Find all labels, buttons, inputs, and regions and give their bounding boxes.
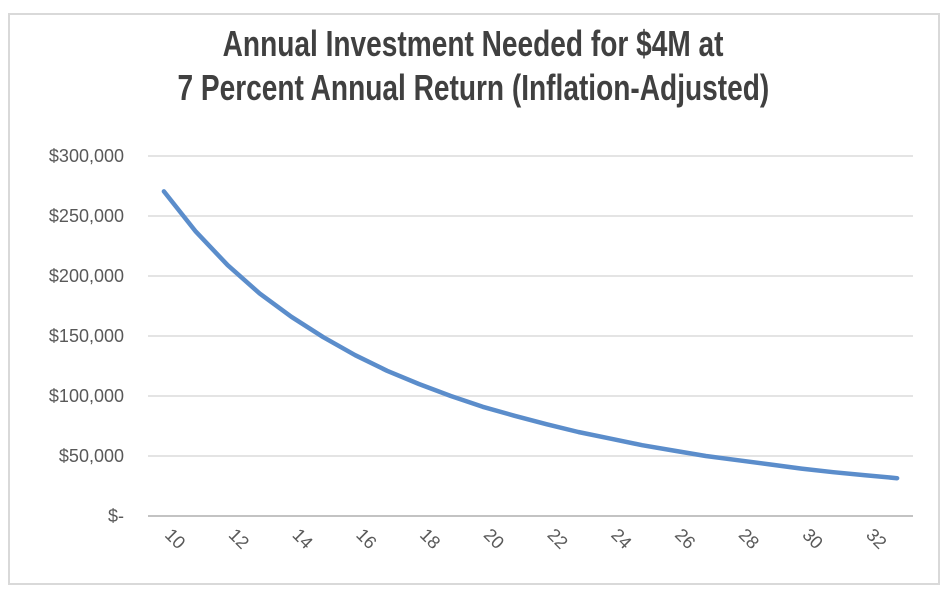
y-axis-tick-label: $100,000 [49, 386, 124, 406]
y-axis-tick-label: $- [108, 506, 124, 526]
x-axis-tick-label: 20 [480, 525, 508, 553]
chart-title: Annual Investment Needed for $4M at 7 Pe… [0, 22, 947, 110]
data-series-line [161, 189, 900, 481]
x-axis-tick-label: 26 [671, 525, 699, 553]
y-axis-tick-label: $50,000 [59, 446, 124, 466]
x-axis-tick-label: 10 [161, 525, 189, 553]
y-axis-tick-label: $150,000 [49, 326, 124, 346]
x-axis-tick-label: 32 [862, 525, 890, 553]
chart-frame [8, 13, 940, 585]
chart-title-line-2: 7 Percent Annual Return (Inflation-Adjus… [177, 67, 770, 108]
y-axis-tick-label: $200,000 [49, 266, 124, 286]
x-axis-tick-label: 30 [799, 525, 827, 553]
x-axis-tick-label: 28 [735, 525, 763, 553]
x-axis-tick-label: 12 [225, 525, 253, 553]
x-axis-tick-label: 14 [289, 525, 317, 553]
x-axis-tick-label: 16 [352, 525, 380, 553]
y-axis-tick-label: $300,000 [49, 146, 124, 166]
x-axis-tick-label: 24 [607, 525, 635, 553]
y-axis-tick-label: $250,000 [49, 206, 124, 226]
x-axis-tick-label: 18 [416, 525, 444, 553]
chart-title-line-1: Annual Investment Needed for $4M at [223, 23, 724, 64]
x-axis-tick-label: 22 [544, 525, 572, 553]
